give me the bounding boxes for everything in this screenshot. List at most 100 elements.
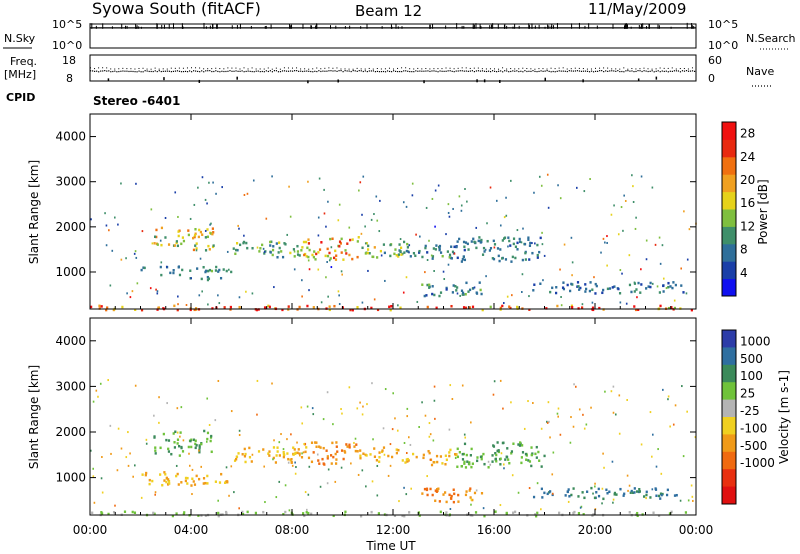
power-cell	[528, 295, 530, 298]
velocity-cell	[548, 420, 550, 423]
power-cell	[193, 235, 196, 239]
nave-point	[590, 68, 592, 70]
velocity-cell	[543, 454, 546, 458]
power-cell	[198, 294, 201, 297]
velocity-cell	[203, 429, 206, 433]
power-colorbar-tick: 16	[740, 196, 755, 210]
power-cell	[632, 200, 635, 203]
velocity-cell	[444, 463, 447, 466]
power-cell	[211, 232, 214, 236]
power-cell	[204, 249, 208, 252]
velocity-cell	[536, 482, 539, 485]
velocity-cell	[568, 495, 571, 498]
velocity-cell	[362, 405, 364, 408]
velocity-cell	[541, 496, 544, 499]
velocity-cell	[461, 384, 464, 387]
velocity-cell	[371, 382, 373, 385]
freq-point	[540, 70, 542, 72]
freq-point	[368, 70, 370, 72]
velocity-cell	[206, 397, 209, 400]
nave-point	[195, 67, 197, 69]
velocity-cell	[190, 484, 193, 487]
freq-point	[298, 70, 300, 72]
velocity-cell	[151, 479, 154, 483]
velocity-cell	[100, 477, 103, 480]
velocity-cell	[649, 496, 652, 499]
power-colorbar-segment	[722, 122, 736, 140]
velocity-cell	[572, 425, 575, 428]
velocity-cell	[670, 510, 673, 514]
power-cell	[496, 247, 500, 250]
velocity-cell	[660, 493, 663, 497]
velocity-cell	[491, 460, 494, 463]
power-cell	[390, 304, 393, 308]
velocity-cell	[463, 433, 466, 436]
velocity-cell	[302, 451, 305, 454]
freq-point	[116, 71, 118, 73]
nave-point	[429, 68, 431, 70]
power-cell	[208, 248, 211, 251]
power-cell	[671, 286, 674, 290]
velocity-cell	[463, 460, 466, 464]
power-cell	[559, 197, 562, 200]
nave-point	[134, 68, 136, 70]
nave-point	[679, 68, 681, 70]
velocity-cell	[175, 512, 178, 515]
power-ytick-label: 1000	[55, 265, 86, 279]
freq-point	[439, 70, 441, 72]
velocity-cell	[188, 452, 190, 455]
velocity-cell	[224, 510, 228, 514]
power-cell	[589, 281, 592, 284]
power-cell	[617, 287, 620, 291]
freq-point	[613, 70, 615, 72]
freq-point	[312, 71, 314, 73]
power-cell	[323, 188, 325, 191]
power-cell	[189, 269, 192, 272]
power-cell	[135, 182, 137, 185]
velocity-cell	[404, 461, 407, 464]
nave-point	[582, 68, 584, 70]
power-cell	[431, 257, 434, 260]
power-cell	[602, 288, 605, 292]
nave-point	[227, 67, 229, 69]
velocity-cell	[586, 490, 589, 493]
nave-point	[150, 68, 152, 70]
power-cell	[571, 274, 573, 277]
nave-point	[368, 67, 370, 69]
velocity-cell	[359, 454, 362, 458]
velocity-cell	[159, 446, 162, 450]
freq-point	[546, 70, 548, 72]
power-cell	[174, 191, 177, 194]
velocity-cell	[304, 450, 307, 454]
nave-point	[433, 68, 435, 70]
power-cell	[370, 218, 373, 221]
freq-dropout	[163, 77, 165, 81]
power-cell	[361, 213, 363, 216]
velocity-cell	[200, 442, 203, 446]
velocity-cell	[251, 453, 254, 456]
power-cell	[561, 286, 565, 289]
velocity-cell	[468, 462, 471, 466]
velocity-cell	[343, 451, 347, 454]
nave-point	[296, 67, 298, 69]
power-cell	[634, 308, 638, 312]
nave-point	[251, 67, 253, 69]
power-cell	[461, 257, 464, 261]
power-cell	[106, 306, 109, 309]
nave-point	[469, 67, 471, 69]
velocity-cell	[92, 400, 95, 403]
velocity-cell	[429, 458, 432, 461]
velocity-cell	[395, 451, 398, 455]
velocity-cell	[217, 379, 220, 382]
velocity-cell	[361, 413, 364, 416]
power-cell	[633, 290, 636, 293]
freq-point	[98, 71, 100, 73]
power-cell	[431, 292, 434, 296]
velocity-cell	[468, 461, 471, 464]
power-cell	[438, 248, 441, 252]
power-cell	[263, 252, 266, 255]
velocity-cell	[408, 436, 410, 439]
velocity-cell	[439, 455, 443, 458]
power-cell	[430, 254, 433, 257]
